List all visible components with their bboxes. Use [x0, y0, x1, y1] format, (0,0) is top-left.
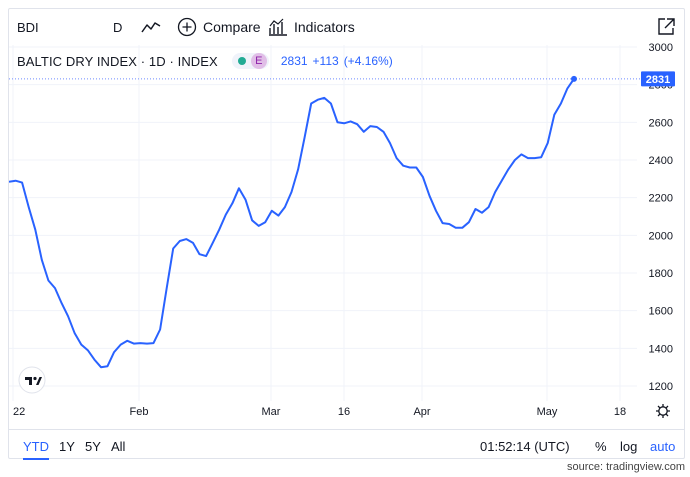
y-tick-label: 1400 — [649, 343, 673, 355]
y-tick-label: 3000 — [649, 42, 673, 54]
time-zone-button[interactable]: 01:52:14 (UTC) — [480, 436, 570, 456]
series-line — [9, 78, 575, 369]
x-tick-label: Mar — [262, 406, 281, 418]
x-tick-label: Apr — [413, 406, 430, 418]
range-ytd-label: YTD — [23, 438, 49, 454]
symbol-search[interactable]: BDI — [17, 9, 39, 45]
range-ytd-button[interactable]: YTD — [23, 436, 49, 460]
y-tick-label: 1600 — [649, 306, 673, 318]
auto-scale-toggle[interactable]: auto — [650, 436, 675, 456]
last-price-label-bg — [641, 71, 675, 87]
axis-settings-gear-icon[interactable] — [656, 404, 670, 418]
last-price-label: 2831 — [646, 74, 670, 86]
chart-type-button[interactable] — [141, 9, 161, 45]
percent-scale-toggle[interactable]: % — [595, 436, 607, 456]
source-credit: source: tradingview.com — [567, 461, 685, 473]
legend-last-value: 2831 — [280, 54, 308, 68]
last-point-dot — [571, 75, 577, 82]
y-tick-label: 2600 — [649, 117, 673, 129]
legend-badges[interactable]: E — [231, 53, 269, 69]
y-tick-label: 2200 — [649, 193, 673, 205]
legend-change-percent: (+4.16%) — [343, 54, 393, 68]
clock-time: 01:52:14 (UTC) — [480, 438, 570, 454]
bottom-toolbar: YTD 1Y 5Y All 01:52:14 (UTC) % log auto — [9, 429, 684, 460]
y-tick-label: 2400 — [649, 155, 673, 167]
y-tick-label: 1200 — [649, 381, 673, 393]
legend-title: BALTIC DRY INDEX · 1D · INDEX — [17, 53, 218, 69]
y-tick-label: 1800 — [649, 268, 673, 280]
tradingview-logo — [18, 366, 46, 394]
data-type-badge: E — [250, 53, 267, 69]
log-scale-toggle[interactable]: log — [620, 436, 637, 456]
indicators-icon — [269, 18, 287, 36]
legend-values: 2831 +113 (+4.16%) — [281, 54, 393, 68]
series-legend: BALTIC DRY INDEX · 1D · INDEX E 2831 +11… — [17, 51, 393, 71]
price-chart[interactable]: 1200140016001800200022002400260028003000… — [9, 9, 686, 429]
range-5y-label: 5Y — [85, 438, 101, 454]
x-tick-label: 18 — [614, 406, 626, 418]
share-icon — [658, 18, 675, 35]
market-status-dot-icon — [237, 57, 246, 65]
range-all-label: All — [111, 438, 126, 454]
interval-button[interactable]: D — [113, 9, 122, 45]
percent-label: % — [595, 438, 607, 454]
x-tick-label: Feb — [130, 406, 149, 418]
range-1y-button[interactable]: 1Y — [59, 436, 75, 456]
chart-widget: BDI D Compare Indicators BALTIC DRY INDE… — [8, 8, 686, 460]
range-5y-button[interactable]: 5Y — [85, 436, 101, 456]
x-tick-label: 16 — [338, 406, 350, 418]
compare-label: Compare — [203, 19, 261, 35]
plus-circle-icon — [177, 17, 197, 37]
x-tick-label: May — [537, 406, 558, 418]
legend-change: +113 — [312, 54, 339, 68]
y-tick-label: 2000 — [649, 230, 673, 242]
range-all-button[interactable]: All — [111, 436, 125, 456]
line-chart-icon — [141, 22, 161, 33]
active-range-indicator — [23, 458, 49, 460]
range-1y-label: 1Y — [59, 438, 75, 454]
auto-label: auto — [650, 438, 676, 454]
x-tick-label: 22 — [13, 406, 25, 418]
interval-label: D — [113, 19, 123, 35]
indicators-label: Indicators — [294, 19, 355, 35]
symbol-label: BDI — [17, 19, 39, 35]
indicators-button[interactable]: Indicators — [268, 9, 355, 45]
log-label: log — [620, 438, 638, 454]
share-button[interactable] — [656, 9, 676, 45]
top-toolbar: BDI D Compare Indicators — [9, 9, 684, 45]
compare-button[interactable]: Compare — [177, 9, 261, 45]
